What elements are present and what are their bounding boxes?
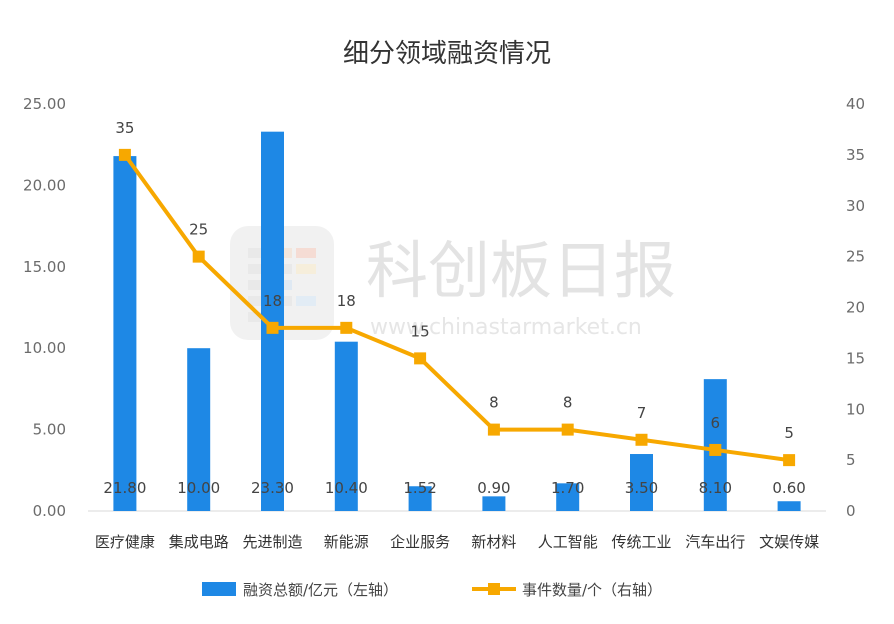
x-tick-label: 人工智能 [538,533,598,551]
line-marker [118,148,131,161]
bar-value-label: 1.70 [551,479,584,497]
bar [113,156,137,511]
line-data-labels: 35 25 18 18 15 8 8 7 6 5 [115,119,794,442]
x-tick-label: 传统工业 [611,533,671,551]
x-tick-label: 先进制造 [242,533,302,551]
bar-value-label: 10.40 [325,479,368,497]
watermark-url: www.chinastarmarket.cn [370,315,642,340]
bar [556,483,580,511]
x-tick-label: 文娱传媒 [759,533,819,551]
x-tick-label: 新能源 [324,533,369,551]
line-marker [414,352,427,365]
y-left-tick-label: 0.00 [33,502,66,520]
bar [187,348,211,511]
legend-bar-swatch [202,582,236,596]
series-line [123,153,790,463]
y-left-tick-label: 25.00 [23,95,66,113]
y-right-tick-label: 20 [846,299,865,317]
x-tick-label: 集成电路 [169,533,229,551]
legend-line-label: 事件数量/个（右轴） [522,581,662,599]
chart-title: 细分领域融资情况 [343,39,551,69]
bar [408,486,432,511]
line-marker [783,454,796,467]
y-left-tick-label: 5.00 [33,421,66,439]
y-right-tick-label: 30 [846,197,865,215]
y-left-tick-label: 10.00 [23,339,66,357]
y-right-tick-label: 0 [846,502,856,520]
watermark-text: 科创板日报 [366,234,676,307]
line-marker [266,321,279,334]
x-tick-label: 汽车出行 [685,533,745,551]
x-tick-label: 新材料 [471,533,516,551]
y-left-tick-label: 15.00 [23,258,66,276]
y-right-tick-label: 10 [846,400,865,418]
line-value-label: 6 [711,414,721,432]
bar [482,496,506,511]
bar [630,454,653,511]
legend: 融资总额/亿元（左轴） 事件数量/个（右轴） [202,581,662,599]
line-value-label: 15 [411,322,430,340]
line-marker [635,433,648,446]
line-value-label: 25 [189,221,208,239]
x-tick-label: 企业服务 [390,533,450,551]
line-value-label: 18 [263,292,282,310]
y-left-tick-label: 20.00 [23,176,66,194]
x-tick-label: 医疗健康 [95,533,155,551]
bar-series [113,131,801,511]
line-value-label: 7 [637,404,647,422]
y-right-tick-label: 5 [846,451,856,469]
line-value-label: 35 [115,119,134,137]
bar-value-label: 0.90 [477,479,510,497]
legend-line-marker [488,583,500,595]
y-right-tick-label: 35 [846,146,865,164]
watermark: 科创板日报 www.chinastarmarket.cn [230,226,676,340]
line-series [118,148,796,467]
bar-value-label: 3.50 [625,479,658,497]
bar-value-label: 10.00 [177,479,220,497]
line-value-label: 8 [563,394,573,412]
y-right-tick-label: 40 [846,95,865,113]
y-axis-right: 0 5 10 15 20 25 30 35 40 [846,95,865,520]
bar-value-label: 0.60 [772,479,805,497]
line-value-label: 18 [337,292,356,310]
bar-value-label: 1.52 [403,479,436,497]
line-marker [192,250,205,263]
line-marker [340,321,353,334]
bar [261,131,284,511]
bar [777,501,801,511]
line-marker [709,443,722,456]
bar-value-label: 8.10 [699,479,732,497]
y-right-tick-label: 15 [846,349,865,367]
y-axis-left: 0.00 5.00 10.00 15.00 20.00 25.00 [23,95,66,520]
y-right-tick-label: 25 [846,248,865,266]
line-marker [487,423,500,436]
bar-data-labels: 21.80 10.00 23.30 10.40 1.52 0.90 1.70 3.50 8.10… [103,479,805,497]
legend-bar-label: 融资总额/亿元（左轴） [243,581,398,599]
line-value-label: 8 [489,394,499,412]
bar [334,341,358,511]
line-value-label: 5 [784,424,794,442]
line-marker [561,423,574,436]
x-axis-categories: 医疗健康 集成电路 先进制造 新能源 企业服务 新材料 人工智能 传统工业 汽车出行 文娱传媒 [95,533,819,551]
bar-value-label: 21.80 [103,479,146,497]
bar-value-label: 23.30 [251,479,294,497]
